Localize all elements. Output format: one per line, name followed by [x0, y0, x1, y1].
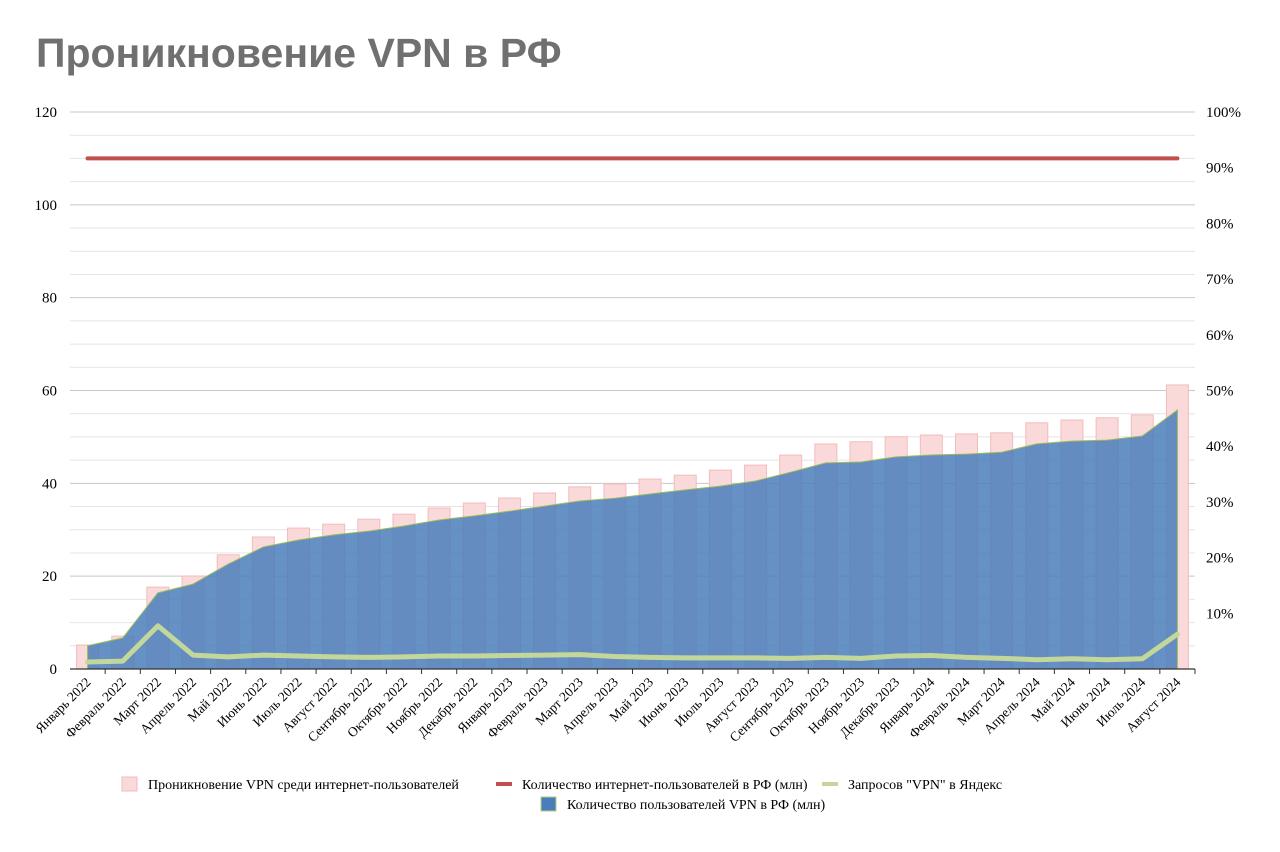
area-series: [87, 409, 1178, 670]
y-left-tick-label: 0: [50, 662, 58, 678]
y-right-tick-label: 90%: [1206, 161, 1234, 177]
y-left-tick-label: 80: [42, 291, 57, 307]
legend-label: Запросов "VPN" в Яндекс: [848, 778, 1002, 793]
y-left-tick-label: 60: [42, 384, 57, 400]
y-right-tick-label: 10%: [1206, 606, 1234, 622]
chart-title: Проникновение VPN в РФ: [36, 30, 562, 76]
internet-users-line: [85, 623, 1180, 665]
y-right-tick-label: 80%: [1206, 216, 1234, 232]
line-series: [85, 156, 1180, 665]
legend-label: Проникновение VPN среди интернет-пользов…: [148, 778, 459, 793]
legend-label: Количество пользователей VPN в РФ (млн): [567, 798, 826, 813]
legend-swatch: [540, 796, 557, 812]
legend: Проникновение VPN среди интернет-пользов…: [121, 776, 1002, 813]
y-right-tick-label: 40%: [1206, 439, 1234, 455]
y-left-tick-label: 120: [35, 105, 58, 121]
y-right-tick-label: 100%: [1206, 105, 1241, 121]
legend-swatch: [121, 776, 138, 792]
y-right-tick-label: 20%: [1206, 551, 1234, 567]
yandex-queries-area: [87, 409, 1178, 670]
y-left-tick-label: 100: [35, 198, 58, 214]
y-left-tick-label: 20: [42, 569, 57, 585]
y-right-tick-label: 30%: [1206, 495, 1234, 511]
y-left-tick-label: 40: [42, 476, 57, 492]
y-right-tick-label: 70%: [1206, 272, 1234, 288]
y-right-tick-label: 50%: [1206, 384, 1234, 400]
y-right-tick-label: 60%: [1206, 328, 1234, 344]
legend-label: Количество интернет-пользователей в РФ (…: [522, 778, 808, 793]
